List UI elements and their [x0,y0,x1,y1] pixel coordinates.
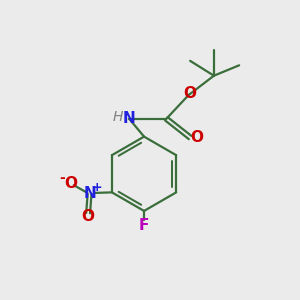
Text: H: H [113,110,123,124]
Text: +: + [92,182,102,194]
Text: O: O [64,176,77,191]
Text: F: F [139,218,149,233]
Text: O: O [82,208,94,224]
Text: N: N [123,111,136,126]
Text: O: O [184,86,196,101]
Text: -: - [59,171,65,185]
Text: N: N [83,186,96,201]
Text: O: O [190,130,203,145]
